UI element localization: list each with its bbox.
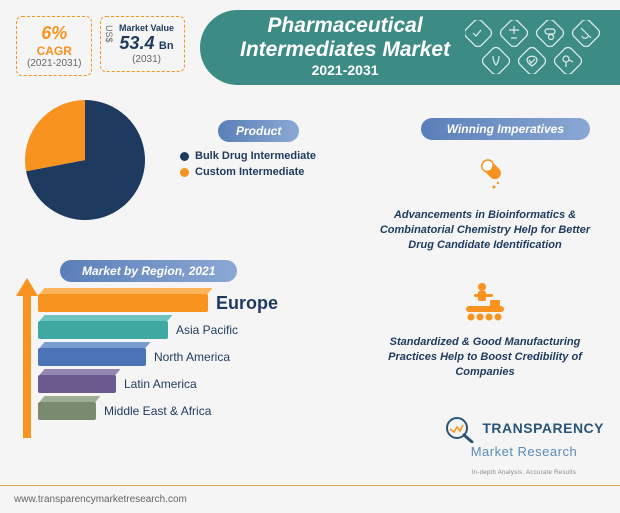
region-bar [38,373,116,395]
region-bar-label: North America [154,350,230,364]
product-pie-chart [20,95,150,230]
mv-label: Market Value [119,23,174,33]
region-bar [38,292,208,314]
logo-line2: Market Research [471,444,577,459]
kpi-market-value: US$ Market Value 53.4 Bn (2031) [100,16,185,72]
region-bars: Europe Asia Pacific North America Latin Ame… [18,290,278,425]
imperative-2: Standardized & Good Manufacturing Practi… [370,280,600,380]
region-bar-row: North America [18,344,278,370]
region-bar [38,400,96,422]
pie-slice [25,100,85,171]
imperative-1: Advancements in Bioinformatics & Combina… [370,155,600,253]
mv-value: 53.4 [119,33,154,53]
header-title: Pharmaceutical Intermediates Market 2021… [240,14,450,78]
imperatives-title: Winning Imperatives [421,118,590,140]
region-bar-row: Europe [18,290,278,316]
product-legend: Bulk Drug Intermediate Custom Intermediat… [180,150,316,182]
imperative-2-text: Standardized & Good Manufacturing Practi… [370,335,600,380]
region-bar-label: Europe [216,293,278,314]
imperative-1-text: Advancements in Bioinformatics & Combina… [370,208,600,253]
cagr-value: 6% [27,23,81,44]
title-line1: Pharmaceutical [240,14,450,38]
mv-year: (2031) [119,54,174,65]
region-bar-label: Middle East & Africa [104,404,211,418]
region-bar [38,319,168,341]
logo-tagline: In-depth Analysis. Accurate Results [472,470,577,476]
title-period: 2021-2031 [240,62,450,78]
kpi-cagr: 6% CAGR (2021-2031) [16,16,92,76]
header-icon-grid [465,20,605,79]
region-bar-row: Latin America [18,371,278,397]
factory-icon [370,280,600,329]
pill-icon [370,155,600,202]
mv-unit: Bn [159,40,174,52]
mv-prefix: US$ [104,25,114,43]
legend-label: Bulk Drug Intermediate [195,150,316,162]
footer: www.transparencymarketresearch.com [0,485,620,513]
legend-dot [180,152,189,161]
legend-label: Custom Intermediate [195,166,304,178]
region-bar-row: Middle East & Africa [18,398,278,424]
imperatives-pill: Winning Imperatives [421,118,590,140]
region-bar-row: Asia Pacific [18,317,278,343]
region-bar-label: Asia Pacific [176,323,238,337]
cagr-label: CAGR [27,44,81,58]
region-bar [38,346,146,368]
product-label: Product [218,120,299,142]
product-pill: Product [218,120,299,142]
region-title: Market by Region, 2021 [60,260,237,282]
legend-item: Bulk Drug Intermediate [180,150,316,162]
region-pill: Market by Region, 2021 [60,260,237,282]
legend-item: Custom Intermediate [180,166,316,178]
logo-line1: TRANSPARENCY [482,420,604,436]
cagr-period: (2021-2031) [27,58,81,69]
legend-dot [180,168,189,177]
brand-logo: TRANSPARENCY Market Research In-depth An… [444,415,604,479]
region-bar-label: Latin America [124,377,197,391]
footer-url: www.transparencymarketresearch.com [14,494,187,505]
title-line2: Intermediates Market [240,38,450,62]
